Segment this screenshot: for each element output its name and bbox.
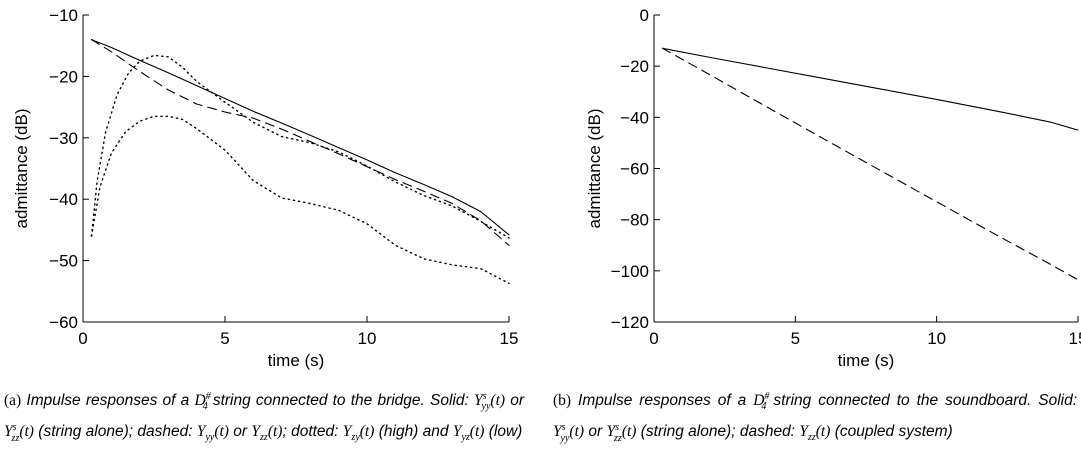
caption-a-text-7: (high) and — [378, 423, 449, 441]
caption-b-math-2-sub: yy — [560, 432, 570, 444]
caption-a-math-12-sub: yz — [461, 432, 470, 444]
y-tick-label: 0 — [640, 6, 649, 25]
caption-a-text-5: or — [233, 423, 248, 441]
y-tick-label: −40 — [620, 108, 649, 127]
caption-a-math-9: (t) — [267, 423, 283, 441]
caption-b-math-5: (t) — [621, 423, 637, 441]
caption-b-math-1: D#4 — [753, 391, 770, 413]
caption-a-math-2-base: Y — [473, 392, 483, 410]
caption-b-math-1-sup: # — [764, 391, 770, 402]
caption-b-math-2-base: Y — [553, 423, 562, 441]
x-tick-label: 10 — [358, 329, 377, 348]
x-tick-label: 15 — [1069, 329, 1081, 348]
caption-a-math-8: Yzz(t) — [251, 423, 283, 443]
caption-a-math-4-sup: s — [12, 422, 17, 434]
caption-a-math-12-base: Y — [452, 423, 462, 441]
y-tick-label: −60 — [620, 160, 649, 179]
caption-a-math-5: (t) — [19, 423, 34, 441]
x-tick-label: 0 — [649, 329, 658, 348]
series-line-solid-1 — [90, 39, 510, 236]
caption-b-text-3: or — [588, 423, 603, 441]
y-tick-label: −80 — [620, 211, 649, 230]
x-tick-label: 10 — [927, 329, 946, 348]
y-tick-label: −120 — [611, 313, 649, 332]
chart-panel-b: 0 5 10 15 −120 −100 −80 −60 −40 −20 0 time (s) admit… — [585, 6, 1081, 370]
caption-a-text-4: (string alone); dashed: — [38, 423, 193, 441]
caption-a-math-1: D#4 — [194, 391, 210, 413]
caption-b-math-4-sup: s — [615, 422, 620, 434]
caption-b-math-2-sup: s — [561, 422, 566, 434]
caption-b-math-6-sub: zz — [807, 432, 816, 444]
caption-b-math-3: (t) — [569, 423, 585, 441]
caption-a-math-6-base: Y — [196, 423, 206, 441]
caption-a-math-4-base: Y — [4, 423, 13, 441]
series-line-dotted-3 — [90, 54, 510, 239]
x-tick-label: 5 — [791, 329, 800, 348]
y-axis-label: admittance (dB) — [12, 109, 31, 229]
caption-b-text-1: Impulse responses of a — [578, 392, 747, 410]
caption-a-math-6: Yyy(t) — [196, 423, 229, 443]
y-tick-label: −30 — [49, 129, 78, 148]
caption-b-math-6-base: Y — [799, 423, 808, 441]
caption-a-text-6: ; dotted: — [282, 423, 339, 441]
caption-a-math-12: Yyz(t) — [452, 423, 485, 443]
caption-a-math-11: (t) — [359, 423, 375, 441]
series-line-dotted-4 — [90, 115, 510, 284]
series-line-dashed-2 — [90, 39, 510, 246]
y-axis-label: admittance (dB) — [585, 109, 604, 229]
caption-a-text-8: (low) — [488, 423, 523, 441]
caption-b-math-2: Ysyy(t) — [553, 422, 585, 443]
caption-a-label: (a) — [4, 392, 22, 410]
caption-a-math-10: Yzy(t) — [342, 423, 375, 443]
caption-b-text-2: string connected to the soundboard. Soli… — [773, 392, 1077, 410]
series-line-solid-1 — [661, 47, 1079, 131]
caption-b-math-7: (t) — [815, 423, 831, 441]
caption-a-math-3: (t) — [490, 392, 506, 410]
y-tick-label: −40 — [49, 190, 78, 209]
caption-a-text-1: Impulse responses of a — [26, 392, 190, 410]
caption-a-math-10-sub: zy — [351, 432, 360, 444]
x-axis-label: time (s) — [838, 351, 895, 370]
caption-a-math-13: (t) — [469, 423, 485, 441]
caption-a-text-3: or — [510, 392, 525, 410]
series-line-dashed-2 — [661, 47, 1079, 281]
caption-a-math-8-sub: zz — [260, 432, 268, 444]
chart-panel-a: 0 5 10 15 −60 −50 −40 −30 −20 −10 time (s) admittan… — [12, 6, 518, 370]
y-tick-label: −20 — [620, 57, 649, 76]
x-tick-label: 15 — [500, 329, 519, 348]
x-tick-label: 0 — [78, 329, 87, 348]
caption-b-math-4-sub: zz — [614, 432, 622, 444]
caption-b-text-5: (coupled system) — [834, 423, 953, 441]
caption-a-math-2: Ysyy(t) — [473, 391, 506, 413]
caption-a-math-10-base: Y — [342, 423, 352, 441]
y-tick-label: −20 — [49, 67, 78, 86]
y-tick-label: −100 — [611, 262, 649, 281]
caption-a-text-2: string connected to the bridge. Solid: — [212, 392, 469, 410]
y-tick-label: −60 — [49, 313, 78, 332]
y-tick-label: −10 — [49, 6, 78, 25]
caption-a-math-1-base: D — [194, 392, 206, 410]
caption-b-label: (b) — [553, 392, 572, 410]
caption-a-math-8-base: Y — [251, 423, 261, 441]
y-tick-label: −50 — [49, 252, 78, 271]
caption-b: (b) Impulse responses of a D#4 string co… — [553, 386, 1077, 449]
caption-a-math-1-sub: 4 — [202, 401, 208, 413]
x-axis-label: time (s) — [268, 351, 325, 370]
caption-a-math-7: (t) — [214, 423, 229, 441]
caption-b-math-1-base: D — [753, 392, 765, 410]
caption-a-math-4-sub: zz — [11, 432, 20, 444]
caption-a-math-2-sub: yy — [481, 401, 491, 413]
caption-b-math-1-sub: 4 — [761, 401, 767, 413]
caption-b-text-4: (string alone); dashed: — [640, 423, 795, 441]
caption-b-math-4: Yszz(t) — [606, 422, 637, 443]
caption-b-math-4-base: Y — [606, 423, 616, 441]
caption-a-math-2-sup: s — [482, 391, 487, 402]
caption-a-math-4: Yszz(t) — [4, 422, 34, 443]
caption-b-math-6: Yzz(t) — [799, 423, 831, 443]
caption-a: (a) Impulse responses of a D#4 string co… — [4, 386, 524, 449]
caption-a-math-6-sub: yy — [205, 432, 215, 444]
x-tick-label: 5 — [220, 329, 229, 348]
